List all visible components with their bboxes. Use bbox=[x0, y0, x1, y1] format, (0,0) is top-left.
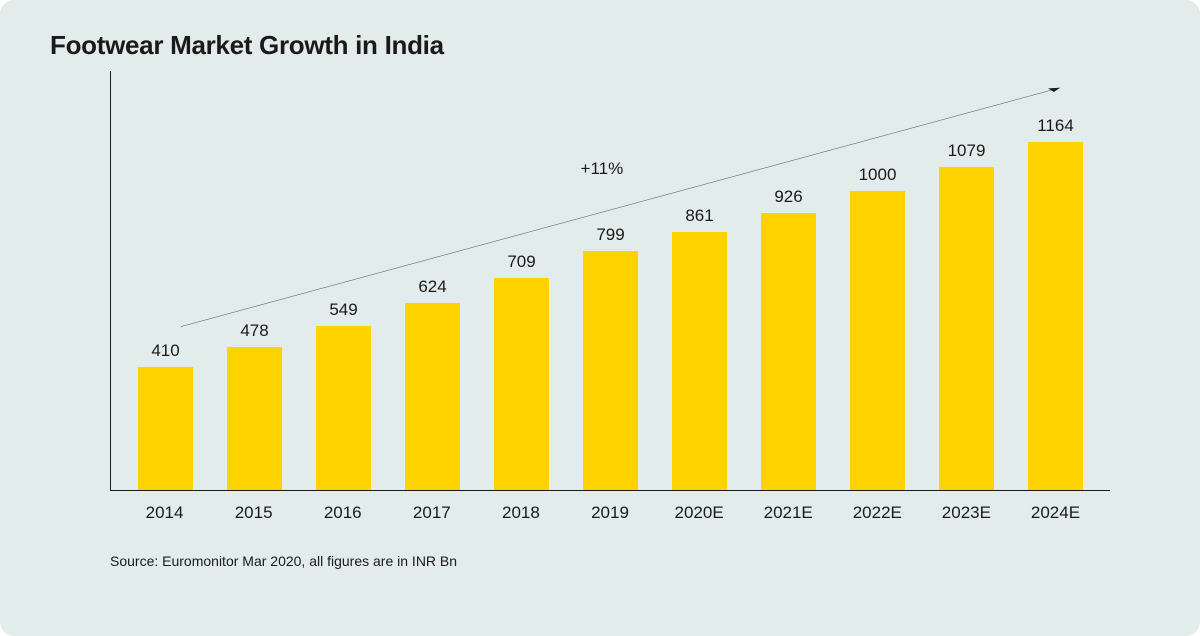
bar-slot: 1079 bbox=[922, 71, 1011, 490]
bar-slot: 410 bbox=[121, 71, 210, 490]
bar-value-label: 926 bbox=[774, 187, 802, 207]
bar-slot: 478 bbox=[210, 71, 299, 490]
x-axis-label: 2018 bbox=[476, 503, 565, 523]
x-axis-labels: 2014201520162017201820192020E2021E2022E2… bbox=[110, 503, 1110, 523]
bar-slot: 624 bbox=[388, 71, 477, 490]
bar-value-label: 624 bbox=[418, 277, 446, 297]
x-axis-label: 2014 bbox=[120, 503, 209, 523]
bar-value-label: 861 bbox=[685, 206, 713, 226]
x-axis-label: 2021E bbox=[744, 503, 833, 523]
bar-rect bbox=[1028, 142, 1083, 490]
bar-rect bbox=[939, 167, 994, 490]
chart-card: Footwear Market Growth in India 410 478 54… bbox=[0, 0, 1200, 636]
bar-value-label: 1000 bbox=[859, 165, 897, 185]
bar-slot: 799 bbox=[566, 71, 655, 490]
bar-rect bbox=[494, 278, 549, 490]
bar-rect bbox=[672, 232, 727, 490]
bar-value-label: 1079 bbox=[948, 141, 986, 161]
bar-value-label: 709 bbox=[507, 252, 535, 272]
bars-row: 410 478 549 624 709 799 861 926 1000 1079 1164 bbox=[111, 71, 1110, 490]
x-axis-label: 2022E bbox=[833, 503, 922, 523]
x-axis-label: 2017 bbox=[387, 503, 476, 523]
bar-rect bbox=[405, 303, 460, 490]
bar-slot: 549 bbox=[299, 71, 388, 490]
x-axis-label: 2019 bbox=[565, 503, 654, 523]
bar-slot: 1000 bbox=[833, 71, 922, 490]
bar-rect bbox=[138, 367, 193, 490]
x-axis-label: 2015 bbox=[209, 503, 298, 523]
bar-value-label: 549 bbox=[329, 300, 357, 320]
bar-rect bbox=[583, 251, 638, 490]
bar-rect bbox=[761, 213, 816, 490]
chart-title: Footwear Market Growth in India bbox=[50, 30, 1150, 61]
bar-value-label: 1164 bbox=[1037, 116, 1074, 136]
trend-label: +11% bbox=[581, 159, 624, 179]
x-axis-label: 2020E bbox=[655, 503, 744, 523]
source-note: Source: Euromonitor Mar 2020, all figure… bbox=[110, 553, 1150, 569]
chart-container: 410 478 549 624 709 799 861 926 1000 1079 1164 +11… bbox=[50, 71, 1150, 531]
bar-value-label: 799 bbox=[596, 225, 624, 245]
bar-slot: 709 bbox=[477, 71, 566, 490]
x-axis-label: 2016 bbox=[298, 503, 387, 523]
x-axis-label: 2023E bbox=[922, 503, 1011, 523]
plot-area: 410 478 549 624 709 799 861 926 1000 1079 1164 +11… bbox=[110, 71, 1110, 491]
bar-value-label: 410 bbox=[151, 341, 179, 361]
bar-slot: 1164 bbox=[1011, 71, 1100, 490]
bar-slot: 926 bbox=[744, 71, 833, 490]
x-axis-label: 2024E bbox=[1011, 503, 1100, 523]
bar-rect bbox=[227, 347, 282, 490]
bar-rect bbox=[316, 326, 371, 490]
bar-rect bbox=[850, 191, 905, 490]
bar-value-label: 478 bbox=[240, 321, 268, 341]
bar-slot: 861 bbox=[655, 71, 744, 490]
